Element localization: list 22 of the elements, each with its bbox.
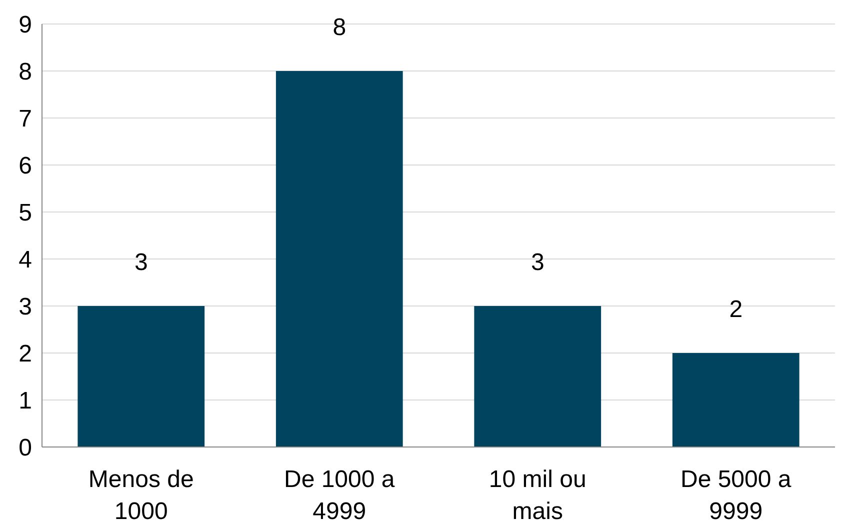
y-tick-label: 0 bbox=[18, 434, 32, 462]
y-tick-label: 8 bbox=[18, 58, 32, 86]
data-label: 8 bbox=[332, 14, 346, 41]
y-tick-label: 1 bbox=[18, 387, 32, 414]
x-tick-label: Menos de 1000 bbox=[88, 466, 194, 522]
data-label: 3 bbox=[530, 249, 544, 276]
y-tick-label: 2 bbox=[18, 340, 32, 368]
y-tick-label: 9 bbox=[18, 11, 32, 38]
x-tick-label: 10 mil ou mais bbox=[488, 466, 586, 522]
bar bbox=[672, 353, 800, 447]
bar bbox=[474, 306, 602, 447]
bar bbox=[78, 306, 205, 447]
bar bbox=[276, 71, 403, 447]
data-label: 2 bbox=[729, 296, 743, 323]
x-tick-label: De 5000 a 9999 bbox=[680, 466, 792, 522]
y-tick-label: 4 bbox=[18, 246, 32, 274]
x-tick-label: De 1000 a 4999 bbox=[284, 466, 396, 522]
y-tick-label: 6 bbox=[18, 152, 32, 180]
data-label: 3 bbox=[134, 249, 148, 276]
y-tick-label: 3 bbox=[18, 293, 32, 320]
y-tick-label: 5 bbox=[18, 199, 32, 226]
y-tick-label: 7 bbox=[18, 105, 32, 132]
